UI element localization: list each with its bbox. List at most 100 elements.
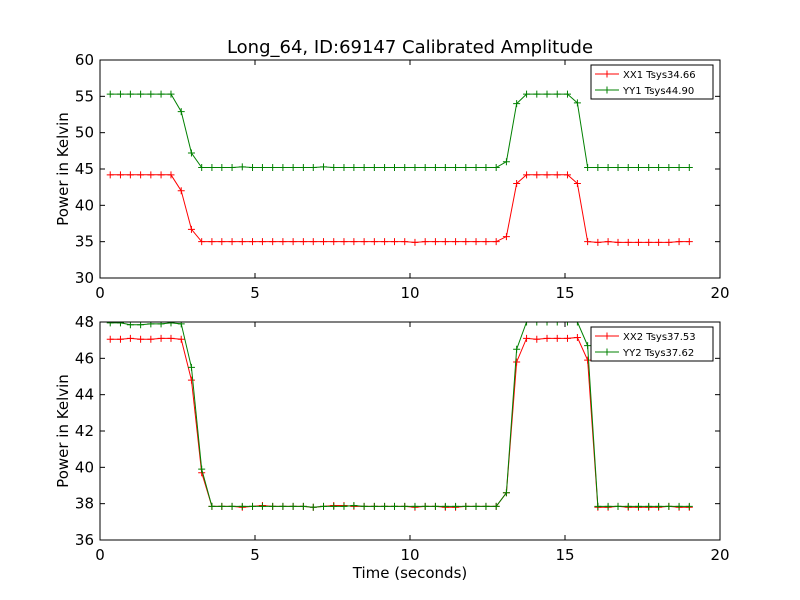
bottom-data-point (533, 335, 541, 343)
top-data-point (320, 163, 328, 171)
bottom-data-point (584, 356, 592, 364)
top-data-point (492, 238, 500, 246)
bottom-data-point (563, 322, 571, 326)
top-data-point (614, 238, 622, 246)
bottom-legend: XX2 Tsys37.53 YY2 Tsys37.62 (590, 326, 714, 362)
bottom-data-point (553, 334, 561, 342)
top-data-point (147, 90, 155, 98)
bottom-data-point (116, 322, 124, 327)
top-data-point (228, 164, 236, 172)
top-data-point (624, 238, 632, 246)
bottom-data-point (401, 502, 409, 510)
top-data-point (249, 164, 257, 172)
bottom-data-point (258, 502, 266, 510)
bottom-data-point (106, 322, 114, 327)
top-data-point (249, 238, 257, 246)
bottom-data-point (157, 322, 165, 328)
top-data-point (685, 164, 693, 172)
bottom-data-point (604, 502, 612, 510)
top-x-tick-label: 5 (250, 284, 260, 302)
bottom-data-point (634, 502, 642, 510)
top-data-point (513, 100, 521, 108)
top-data-point (330, 164, 338, 172)
top-data-point (594, 238, 602, 246)
bottom-series-2 (106, 322, 693, 511)
top-data-point (370, 238, 378, 246)
bottom-data-point (553, 322, 561, 326)
bottom-data-point (167, 334, 175, 342)
top-data-point (167, 171, 175, 179)
bottom-data-point (492, 502, 500, 510)
top-data-point (604, 164, 612, 172)
top-data-point (502, 233, 510, 241)
bottom-data-point (320, 502, 328, 510)
top-data-point (228, 238, 236, 246)
bottom-data-point (330, 502, 338, 510)
bottom-data-point (137, 335, 145, 343)
top-data-point (126, 90, 134, 98)
top-data-point (624, 164, 632, 172)
bottom-series-line (110, 322, 690, 508)
top-x-tick-label: 0 (95, 284, 105, 302)
top-y-tick-label: 30 (75, 269, 94, 287)
bottom-y-tick-label: 42 (75, 422, 94, 440)
bottom-data-point (523, 334, 531, 342)
bottom-y-tick-label: 44 (75, 386, 94, 404)
top-data-point (350, 238, 358, 246)
top-series-line (110, 174, 690, 243)
top-data-point (573, 99, 581, 107)
top-data-point (462, 238, 470, 246)
top-data-point (381, 164, 389, 172)
bottom-data-point (645, 502, 653, 510)
bottom-data-point (249, 502, 257, 510)
top-data-point (279, 164, 287, 172)
top-data-point (472, 238, 480, 246)
top-plot-panel: 0 5 10 15 20 30 35 40 45 50 55 60 Power in Kelvin XX1… (54, 51, 730, 302)
bottom-x-tick-label: 15 (555, 546, 574, 564)
top-data-point (208, 164, 216, 172)
top-data-point (258, 238, 266, 246)
bottom-data-point (411, 502, 419, 510)
top-data-point (523, 171, 531, 179)
top-data-point (309, 164, 317, 172)
bottom-data-point (655, 502, 663, 510)
top-data-point (106, 90, 114, 98)
bottom-data-point (441, 502, 449, 510)
top-data-point (309, 238, 317, 246)
bottom-data-point (431, 502, 439, 510)
bottom-data-point (573, 333, 581, 341)
bottom-data-point (116, 335, 124, 343)
bottom-legend-marker (603, 332, 611, 340)
top-data-point (482, 238, 490, 246)
top-data-point (381, 238, 389, 246)
top-y-tick-label: 40 (75, 196, 94, 214)
top-data-point (452, 238, 460, 246)
top-data-point (116, 90, 124, 98)
top-data-point (634, 238, 642, 246)
top-data-point (573, 180, 581, 188)
top-data-point (401, 164, 409, 172)
bottom-data-point (177, 322, 185, 328)
bottom-x-tick-label: 10 (400, 546, 419, 564)
bottom-y-tick-label: 46 (75, 349, 94, 367)
top-data-point (543, 171, 551, 179)
bottom-data-point (543, 334, 551, 342)
bottom-data-point (177, 335, 185, 343)
top-data-point (289, 164, 297, 172)
top-data-point (147, 171, 155, 179)
top-legend-marker (603, 70, 611, 78)
top-data-point (441, 164, 449, 172)
top-data-point (157, 90, 165, 98)
top-data-point (330, 238, 338, 246)
top-data-point (401, 238, 409, 246)
bottom-data-point (198, 465, 206, 473)
top-data-point (258, 164, 266, 172)
top-legend-marker (603, 86, 611, 94)
top-data-point (198, 164, 206, 172)
bottom-data-point (218, 502, 226, 510)
top-series-2 (106, 90, 693, 172)
bottom-x-tick-label: 5 (250, 546, 260, 564)
top-data-point (553, 171, 561, 179)
top-y-tick-label: 55 (75, 87, 94, 105)
